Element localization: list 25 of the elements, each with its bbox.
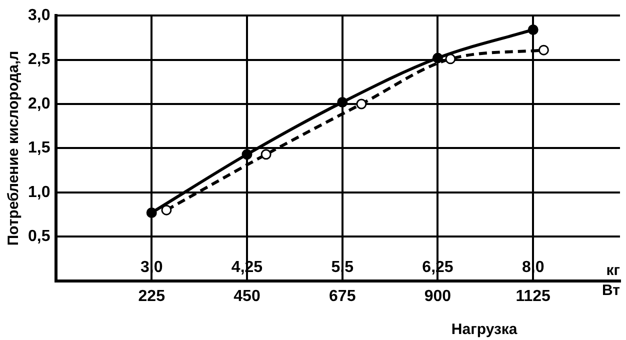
y-axis-title: Потребление кислорода,л	[5, 50, 22, 246]
x-tick-label: 900	[424, 288, 452, 305]
x-tick-label: 450	[234, 288, 260, 305]
point	[528, 24, 538, 35]
point	[538, 44, 549, 56]
point	[260, 149, 272, 160]
x-tick-label: 1125	[516, 288, 551, 305]
annotation: кг	[606, 262, 620, 279]
point	[356, 98, 367, 110]
y-tick-label: 0,5	[28, 228, 50, 246]
y-tick-label: 1,0	[28, 184, 50, 201]
point	[432, 52, 443, 64]
x-axis-title: Нагрузка	[451, 321, 518, 338]
x-tick-label: 675	[329, 288, 356, 305]
y-tick-label: 1,5	[28, 140, 50, 157]
point	[445, 54, 456, 64]
point	[161, 204, 172, 216]
point	[337, 96, 348, 108]
point	[242, 149, 252, 160]
y-tick-label: 3,0	[28, 7, 50, 24]
text: Вт	[602, 282, 620, 299]
x-tick-label: 225	[138, 288, 166, 305]
y-tick-label: 2,5	[28, 51, 50, 68]
point	[146, 207, 157, 218]
y-tick-label: 2,0	[28, 95, 50, 112]
